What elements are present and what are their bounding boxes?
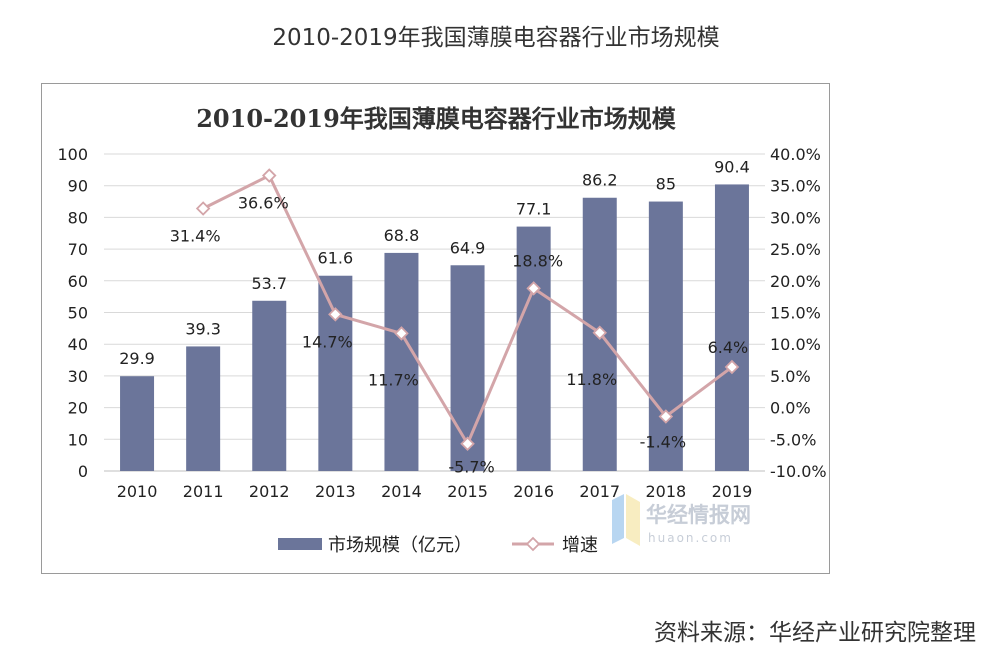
- watermark: 华经情报网 huaon.com: [612, 494, 751, 546]
- growth-value-label: 14.7%: [302, 332, 353, 351]
- watermark-logo-icon: [612, 494, 624, 544]
- y-left-tick-label: 60: [68, 272, 88, 291]
- growth-marker: [658, 409, 674, 424]
- y-right-tick-label: 40.0%: [770, 145, 821, 164]
- growth-marker: [526, 281, 541, 296]
- y-right-tick-label: -10.0%: [770, 462, 827, 481]
- bar: [318, 275, 353, 471]
- bar: [648, 201, 683, 472]
- y-right-tick-label: -5.0%: [770, 430, 816, 449]
- y-right-tick-label: 5.0%: [770, 367, 811, 386]
- watermark-logo-icon: [626, 494, 640, 546]
- y-right-tick-label: 25.0%: [770, 240, 821, 259]
- y-right-tick-label: 0.0%: [770, 399, 811, 418]
- bar-value-label: 29.9: [119, 349, 155, 368]
- x-tick-label: 2010: [117, 482, 158, 501]
- x-tick-label: 2012: [249, 482, 290, 501]
- bar-value-label: 61.6: [318, 249, 354, 268]
- y-right-tick-label: 30.0%: [770, 208, 821, 227]
- x-tick-label: 2014: [381, 482, 422, 501]
- watermark-url: huaon.com: [648, 531, 733, 545]
- growth-value-label: 11.7%: [368, 370, 419, 389]
- x-tick-label: 2019: [712, 482, 753, 501]
- legend-line-marker: [525, 536, 541, 552]
- y-right-tick-label: 35.0%: [770, 177, 821, 196]
- chart-svg: 2010-2019年我国薄膜电容器行业市场规模 0 10 20 30 40 50 60 70 80…: [57, 104, 827, 556]
- growth-marker: [195, 201, 211, 216]
- bar-value-label: 86.2: [582, 171, 618, 190]
- bar-value-label: 85: [656, 175, 676, 194]
- legend-line-label: 增速: [562, 535, 598, 556]
- chart-frame: 2010-2019年我国薄膜电容器行业市场规模 0 10 20 30 40 50 60 70 80…: [41, 83, 830, 574]
- growth-value-label: 18.8%: [512, 251, 563, 270]
- legend-bar-swatch: [278, 538, 322, 550]
- watermark-name: 华经情报网: [646, 503, 751, 527]
- chart-title: 2010-2019年我国薄膜电容器行业市场规模: [196, 104, 677, 133]
- bar: [516, 226, 551, 471]
- bar-value-label: 53.7: [251, 274, 287, 293]
- y-left-tick-label: 0: [78, 462, 88, 481]
- bar: [186, 346, 221, 471]
- bar-value-label: 90.4: [714, 157, 750, 176]
- bar-value-label: 64.9: [450, 238, 486, 257]
- growth-marker: [261, 168, 277, 183]
- x-tick-label: 2017: [579, 482, 620, 501]
- bar-value-label: 39.3: [185, 319, 221, 338]
- y-left-tick-label: 80: [68, 208, 88, 227]
- bar-value-label: 68.8: [384, 226, 420, 245]
- y-left-tick-label: 70: [68, 240, 88, 259]
- y-left-tick-label: 50: [68, 304, 88, 323]
- growth-value-label: 6.4%: [708, 338, 749, 357]
- y-left-tick-label: 100: [57, 145, 88, 164]
- source-note: 资料来源：华经产业研究院整理: [654, 620, 976, 646]
- growth-marker: [460, 436, 475, 452]
- growth-value-label: -1.4%: [640, 432, 686, 451]
- growth-value-label: 11.8%: [566, 370, 617, 389]
- y-left-tick-label: 20: [68, 399, 88, 418]
- legend-bar-label: 市场规模（亿元）: [328, 535, 472, 556]
- growth-value-label: 31.4%: [170, 227, 221, 246]
- growth-value-label: -5.7%: [448, 458, 494, 477]
- x-tick-label: 2018: [645, 482, 686, 501]
- y-left-tick-label: 90: [68, 177, 88, 196]
- bar: [120, 376, 155, 471]
- page-title: 2010-2019年我国薄膜电容器行业市场规模: [272, 25, 720, 51]
- x-tick-label: 2011: [183, 482, 224, 501]
- y-right-tick-label: 20.0%: [770, 272, 821, 291]
- bar-value-label: 77.1: [516, 200, 552, 219]
- y-right-tick-label: 10.0%: [770, 335, 821, 354]
- growth-marker: [724, 359, 740, 375]
- x-tick-label: 2016: [513, 482, 554, 501]
- growth-marker: [592, 325, 608, 341]
- bar: [252, 300, 287, 471]
- bar: [714, 184, 749, 471]
- y-left-tick-label: 10: [68, 430, 88, 449]
- y-right-tick-label: 15.0%: [770, 304, 821, 323]
- y-left-tick-label: 40: [68, 335, 88, 354]
- bar: [384, 252, 419, 471]
- x-tick-label: 2015: [447, 482, 488, 501]
- growth-marker: [394, 326, 409, 341]
- growth-value-label: 36.6%: [238, 194, 289, 213]
- y-left-tick-label: 30: [68, 367, 88, 386]
- growth-marker: [328, 307, 343, 322]
- x-tick-label: 2013: [315, 482, 356, 501]
